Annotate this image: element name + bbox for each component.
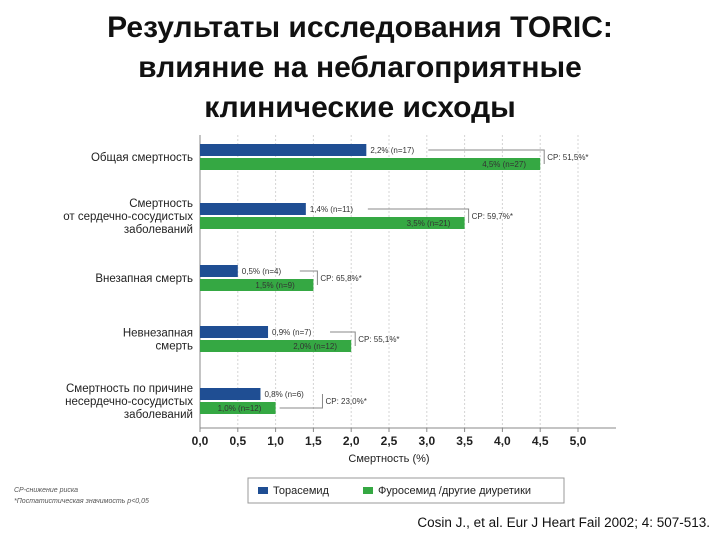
risk-reduction-label: CP: 65,8%* bbox=[320, 274, 361, 283]
x-tick-label: 3,0 bbox=[418, 434, 435, 448]
bar-torasemide bbox=[200, 326, 269, 338]
bar-torasemide bbox=[200, 144, 367, 156]
data-label: 2,0% (n=12) bbox=[293, 342, 337, 351]
category-label: от сердечно-сосудистых bbox=[63, 211, 193, 223]
category-label: несердечно-сосудистых bbox=[65, 396, 193, 408]
risk-reduction-label: CP: 51,5%* bbox=[547, 153, 588, 162]
data-label: 4,5% (n=27) bbox=[482, 160, 526, 169]
bar-torasemide bbox=[200, 265, 238, 277]
bar-furosemide bbox=[200, 217, 465, 229]
title-line-2: влияние на неблагоприятные bbox=[138, 51, 582, 84]
x-tick-label: 1,5 bbox=[305, 434, 322, 448]
bracket bbox=[330, 331, 356, 346]
footnote: СР-снижение риска *Поcтатистическая знач… bbox=[14, 485, 149, 507]
data-label: 2,2% (n=17) bbox=[370, 146, 414, 155]
title-line-1: Результаты исследования TORIC: bbox=[107, 11, 613, 44]
title-line-3: клинические исходы bbox=[204, 91, 516, 124]
citation: Cosin J., et al. Eur J Heart Fail 2002; … bbox=[417, 515, 710, 530]
x-tick-label: 2,5 bbox=[381, 434, 398, 448]
legend-swatch-torasemide bbox=[258, 487, 268, 494]
category-label: смерть bbox=[156, 341, 193, 353]
x-tick-label: 4,5 bbox=[532, 434, 549, 448]
risk-reduction-label: CP: 55,1%* bbox=[358, 335, 399, 344]
x-tick-label: 5,0 bbox=[570, 434, 587, 448]
bracket bbox=[428, 149, 545, 164]
bar-furosemide bbox=[200, 402, 276, 414]
risk-reduction-label: CP: 23,0%* bbox=[325, 397, 366, 406]
legend-label-furosemide: Фуросемид /другие диуретики bbox=[378, 485, 531, 497]
x-tick-label: 0,5 bbox=[229, 434, 246, 448]
data-label: 1,5% (n=9) bbox=[255, 281, 295, 290]
legend bbox=[247, 477, 565, 504]
category-label: Смертность по причине bbox=[66, 383, 193, 395]
bar-torasemide bbox=[200, 203, 306, 215]
x-axis-label: Смертность (%) bbox=[348, 453, 429, 465]
x-tick-label: 4,0 bbox=[494, 434, 511, 448]
bracket bbox=[299, 270, 318, 285]
bar-furosemide bbox=[200, 340, 352, 352]
data-label: 1,4% (n=11) bbox=[310, 205, 354, 214]
data-label: 0,9% (n=7) bbox=[272, 328, 312, 337]
category-label: Общая смертность bbox=[91, 152, 193, 164]
bracket bbox=[279, 394, 323, 409]
x-tick-label: 1,0 bbox=[267, 434, 284, 448]
legend-label-torasemide: Торасемид bbox=[273, 485, 330, 497]
bar-furosemide bbox=[200, 158, 541, 170]
category-label: заболеваний bbox=[124, 409, 193, 421]
legend-swatch-furosemide bbox=[363, 487, 373, 494]
x-tick-label: 0,0 bbox=[192, 434, 209, 448]
data-label: 1,0% (n=12) bbox=[218, 404, 262, 413]
category-label: Внезапная смерть bbox=[95, 273, 193, 285]
data-label: 0,5% (n=4) bbox=[242, 267, 282, 276]
footnote-line-2: *Поcтатистическая значимость p<0,05 bbox=[14, 498, 149, 505]
x-tick-label: 3,5 bbox=[456, 434, 473, 448]
category-label: заболеваний bbox=[124, 224, 193, 236]
footnote-line-1: СР-снижение риска bbox=[14, 487, 79, 494]
bar-torasemide bbox=[200, 388, 261, 400]
category-label: Смертность bbox=[129, 198, 193, 210]
bracket bbox=[367, 208, 470, 223]
category-label: Невнезапная bbox=[123, 328, 193, 340]
data-label: 0,8% (n=6) bbox=[264, 390, 304, 399]
risk-reduction-label: CP: 59,7%* bbox=[472, 212, 513, 221]
data-label: 3,5% (n=21) bbox=[407, 219, 451, 228]
slide-title: Результаты исследования TORIC: влияние н… bbox=[40, 8, 680, 128]
bar-furosemide bbox=[200, 279, 314, 291]
x-tick-label: 2,0 bbox=[343, 434, 360, 448]
